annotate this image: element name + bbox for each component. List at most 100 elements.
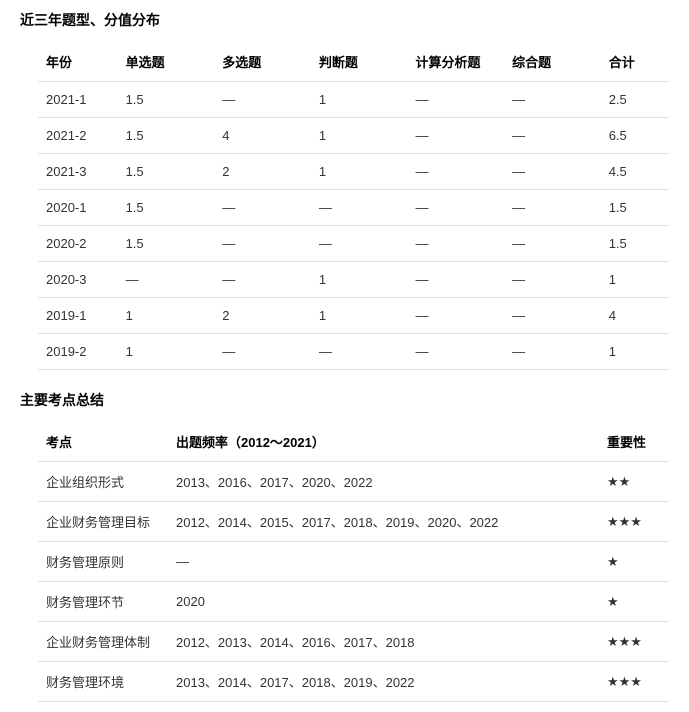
- table-cell: 2019-2: [38, 334, 118, 370]
- table-row: 2021-31.521——4.5: [38, 154, 669, 190]
- table-cell: 企业财务管理体制: [38, 622, 168, 662]
- table-cell: 1: [311, 82, 408, 118]
- table-cell: 4: [601, 298, 669, 334]
- table-cell: 1: [601, 262, 669, 298]
- table-cell: 企业财务管理目标: [38, 502, 168, 542]
- table-row: 2019-1121——4: [38, 298, 669, 334]
- table-cell: —: [504, 262, 601, 298]
- table-cell: 2021-2: [38, 118, 118, 154]
- table-cell: ★: [599, 542, 669, 582]
- table-cell: 6.5: [601, 118, 669, 154]
- table-cell: 1.5: [601, 226, 669, 262]
- table-cell: —: [407, 262, 504, 298]
- table-row: 2020-11.5————1.5: [38, 190, 669, 226]
- table-cell: 2019-1: [38, 298, 118, 334]
- header-year: 年份: [38, 42, 118, 82]
- table-cell: —: [214, 262, 311, 298]
- table-cell: 1.5: [118, 190, 215, 226]
- table-cell: —: [214, 82, 311, 118]
- table-cell: 企业组织形式: [38, 462, 168, 502]
- table-row: 企业组织形式2013、2016、2017、2020、2022★★: [38, 462, 669, 502]
- table-cell: 财务管理原则: [38, 542, 168, 582]
- section2-title: 主要考点总结: [20, 390, 669, 410]
- table-row: 2020-3——1——1: [38, 262, 669, 298]
- table-cell: 1: [311, 298, 408, 334]
- table-cell: —: [504, 226, 601, 262]
- distribution-table: 年份 单选题 多选题 判断题 计算分析题 综合题 合计 2021-11.5—1—…: [38, 42, 669, 370]
- table-row: 2020-21.5————1.5: [38, 226, 669, 262]
- table-cell: 1.5: [601, 190, 669, 226]
- table-cell: 1: [118, 298, 215, 334]
- table-cell: 2020-2: [38, 226, 118, 262]
- table-cell: —: [407, 82, 504, 118]
- table-cell: 1.5: [118, 154, 215, 190]
- table-cell: —: [214, 334, 311, 370]
- table-row: 2021-11.5—1——2.5: [38, 82, 669, 118]
- table-cell: 1.5: [118, 226, 215, 262]
- table-row: 2021-21.541——6.5: [38, 118, 669, 154]
- table-cell: 财务管理环节: [38, 582, 168, 622]
- table-cell: —: [407, 298, 504, 334]
- table-cell: —: [504, 190, 601, 226]
- table-cell: ★: [599, 582, 669, 622]
- table-cell: 1.5: [118, 118, 215, 154]
- table-cell: 2020: [168, 582, 599, 622]
- table-cell: —: [504, 298, 601, 334]
- table-cell: ★★: [599, 462, 669, 502]
- table-header-row: 考点 出题频率（2012～2021） 重要性: [38, 422, 669, 462]
- table-cell: 2020-1: [38, 190, 118, 226]
- table-cell: 1: [311, 118, 408, 154]
- table-cell: ★★★: [599, 622, 669, 662]
- table-cell: —: [311, 190, 408, 226]
- table2-body: 企业组织形式2013、2016、2017、2020、2022★★企业财务管理目标…: [38, 462, 669, 702]
- keypoints-table: 考点 出题频率（2012～2021） 重要性 企业组织形式2013、2016、2…: [38, 422, 669, 702]
- header-judge: 判断题: [311, 42, 408, 82]
- table-cell: ★★★: [599, 662, 669, 702]
- table-cell: —: [407, 154, 504, 190]
- header-importance: 重要性: [599, 422, 669, 462]
- table-cell: —: [214, 226, 311, 262]
- table-row: 企业财务管理目标2012、2014、2015、2017、2018、2019、20…: [38, 502, 669, 542]
- table-cell: —: [407, 118, 504, 154]
- table-row: 2019-21————1: [38, 334, 669, 370]
- header-multi: 多选题: [214, 42, 311, 82]
- table-cell: 4: [214, 118, 311, 154]
- table-cell: 2012、2014、2015、2017、2018、2019、2020、2022: [168, 502, 599, 542]
- table-cell: —: [504, 118, 601, 154]
- table-cell: —: [407, 334, 504, 370]
- table-cell: 2021-1: [38, 82, 118, 118]
- table-cell: 2: [214, 154, 311, 190]
- table-cell: —: [504, 334, 601, 370]
- table-cell: —: [504, 82, 601, 118]
- table-cell: —: [311, 334, 408, 370]
- table-cell: —: [407, 226, 504, 262]
- table-cell: 4.5: [601, 154, 669, 190]
- table-cell: 1: [311, 262, 408, 298]
- table-cell: ★★★: [599, 502, 669, 542]
- table-header-row: 年份 单选题 多选题 判断题 计算分析题 综合题 合计: [38, 42, 669, 82]
- table-cell: 2.5: [601, 82, 669, 118]
- section1-title: 近三年题型、分值分布: [20, 10, 669, 30]
- header-comp: 综合题: [504, 42, 601, 82]
- table-row: 财务管理原则—★: [38, 542, 669, 582]
- table-row: 财务管理环境2013、2014、2017、2018、2019、2022★★★: [38, 662, 669, 702]
- table-cell: 1.5: [118, 82, 215, 118]
- header-topic: 考点: [38, 422, 168, 462]
- table-row: 财务管理环节2020★: [38, 582, 669, 622]
- table-cell: —: [214, 190, 311, 226]
- table-cell: —: [168, 542, 599, 582]
- header-calc: 计算分析题: [407, 42, 504, 82]
- table-cell: 2: [214, 298, 311, 334]
- table-cell: —: [118, 262, 215, 298]
- table-cell: 2013、2016、2017、2020、2022: [168, 462, 599, 502]
- table-cell: 2021-3: [38, 154, 118, 190]
- table-cell: 1: [311, 154, 408, 190]
- table-cell: —: [504, 154, 601, 190]
- table-cell: 1: [118, 334, 215, 370]
- table-cell: 财务管理环境: [38, 662, 168, 702]
- table1-body: 2021-11.5—1——2.52021-21.541——6.52021-31.…: [38, 82, 669, 370]
- table-cell: —: [311, 226, 408, 262]
- table-cell: 2012、2013、2014、2016、2017、2018: [168, 622, 599, 662]
- table-cell: —: [407, 190, 504, 226]
- header-total: 合计: [601, 42, 669, 82]
